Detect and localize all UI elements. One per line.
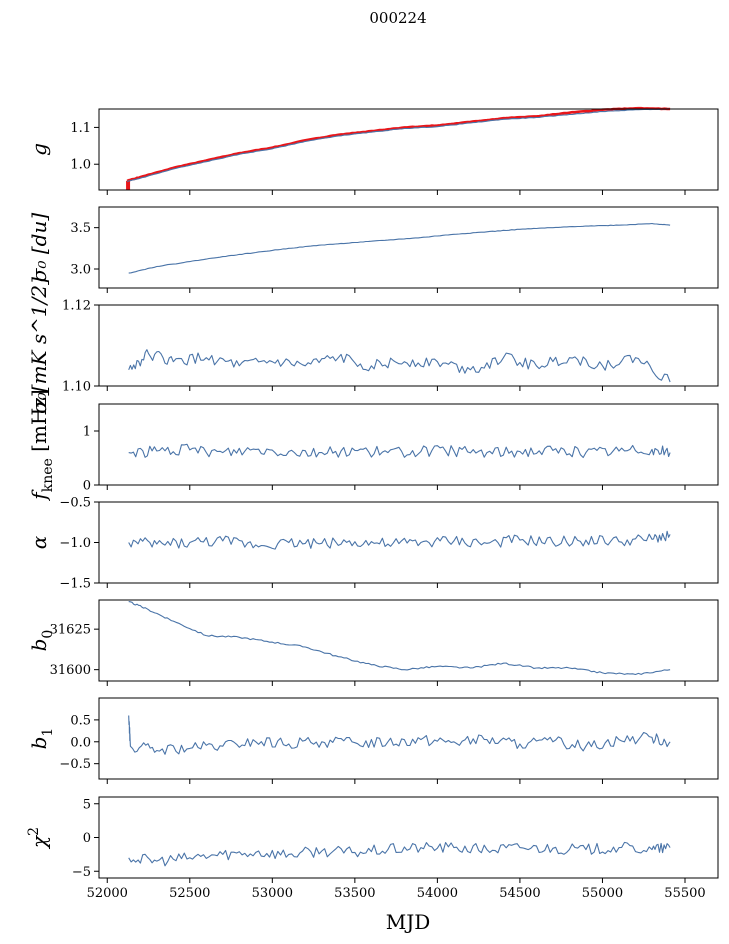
y-tick-label: 1 <box>83 425 91 440</box>
y-tick-label: −1.0 <box>59 536 91 551</box>
panel-3: 1.10 1.12 σ₀[mK s^1/2] <box>27 277 719 414</box>
y-axis-label: σ₀[mK s^1/2] <box>27 277 51 414</box>
axes-frame <box>98 403 719 486</box>
y-axis-label: g <box>27 143 51 156</box>
series-line-1-2 <box>126 108 671 183</box>
axes-frame <box>98 501 719 584</box>
axes-frame <box>98 206 719 289</box>
series-line-1-1 <box>126 106 671 183</box>
figure-title: 000224 <box>369 9 426 27</box>
y-axis-label: σ₀ [du] <box>27 213 51 283</box>
panel-5: −1.5 −1.0 −0.5 α <box>27 496 719 592</box>
x-tick-label: 52000 <box>87 886 128 901</box>
panel-1: 1.0 1.1 g <box>27 106 719 195</box>
series-line-5-1 <box>128 530 671 550</box>
y-tick-label: 5 <box>83 797 91 812</box>
x-axis-label: MJD <box>386 910 431 934</box>
y-tick-label: 0 <box>83 479 91 494</box>
x-tick-label: 54000 <box>417 886 458 901</box>
x-tick-label: 53000 <box>252 886 293 901</box>
y-tick-label: 0.5 <box>70 713 91 728</box>
y-axis-label: fknee [mHz] <box>27 389 56 501</box>
y-tick-label: −0.5 <box>59 757 91 772</box>
y-tick-label: 1.0 <box>70 158 91 173</box>
y-tick-label: −0.5 <box>59 496 91 511</box>
y-tick-label: 31600 <box>50 663 91 678</box>
y-tick-label: 31625 <box>50 623 91 638</box>
y-tick-label: 1.12 <box>62 299 91 314</box>
series-line-8-1 <box>128 841 671 867</box>
axes-frame <box>98 304 719 387</box>
y-tick-label: 1.10 <box>62 380 91 395</box>
x-tick-label: 55000 <box>582 886 623 901</box>
axes-frame <box>98 108 719 191</box>
series-line-6-1 <box>128 601 671 676</box>
y-axis-label: α <box>27 535 51 549</box>
x-tick-label: 52500 <box>169 886 210 901</box>
y-tick-label: 0.0 <box>70 735 91 750</box>
axes-frame <box>98 796 719 879</box>
series-line-7-1 <box>128 715 671 755</box>
series-line-4-1 <box>128 443 671 459</box>
y-axis-label: b0 <box>27 630 56 652</box>
y-tick-label: 3.5 <box>70 221 91 236</box>
y-axis-label: χ2 <box>26 827 51 850</box>
axes-frame <box>98 599 719 682</box>
panel-7: −0.5 0.0 0.5 b1 <box>27 697 719 784</box>
x-tick-label: 55500 <box>664 886 705 901</box>
y-tick-label: 0 <box>83 831 91 846</box>
y-tick-label: 1.1 <box>70 121 91 136</box>
x-tick-label: 53500 <box>334 886 375 901</box>
y-axis-label: b1 <box>27 728 56 750</box>
series-line-3-1 <box>128 349 671 383</box>
y-tick-label: −1.5 <box>59 577 91 592</box>
series-line-2-1 <box>128 222 671 274</box>
axes-frame <box>98 697 719 780</box>
panel-2: 3.0 3.5 σ₀ [du] <box>27 206 719 293</box>
x-tick-label: 54500 <box>499 886 540 901</box>
y-tick-label: −5 <box>72 865 91 880</box>
y-tick-label: 3.0 <box>70 262 91 277</box>
panel-8: −5 0 5 52000 52500 53000 53500 54000 54500 55000 5… <box>26 796 719 901</box>
panel-4: 0 1 fknee [mHz] <box>27 389 719 502</box>
